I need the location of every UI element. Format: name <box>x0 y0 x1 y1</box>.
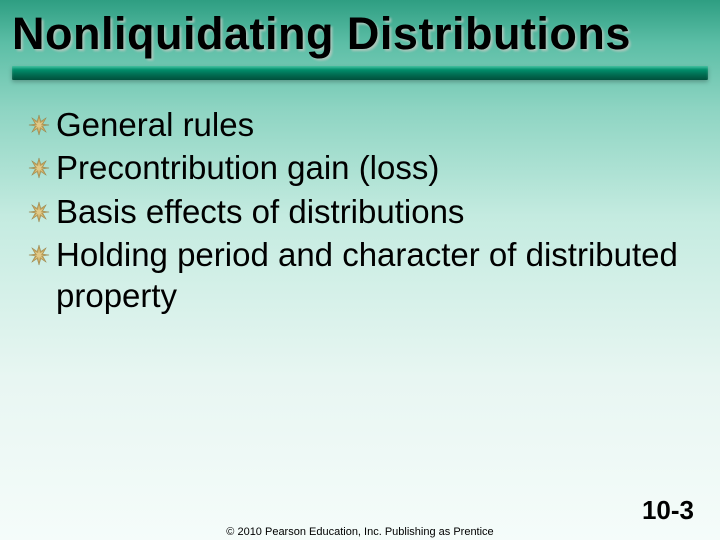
page-number: 10-3 <box>642 495 694 526</box>
list-item: General rules <box>28 104 692 145</box>
bullet-list: General rules Precontribution gain (loss… <box>0 80 720 316</box>
bullet-text: Holding period and character of distribu… <box>56 234 692 317</box>
title-underline <box>12 66 708 80</box>
starburst-icon <box>28 114 50 136</box>
starburst-icon <box>28 157 50 179</box>
bullet-text: Precontribution gain (loss) <box>56 147 439 188</box>
list-item: Precontribution gain (loss) <box>28 147 692 188</box>
bullet-text: Basis effects of distributions <box>56 191 464 232</box>
footer-copyright: © 2010 Pearson Education, Inc. Publishin… <box>0 526 720 538</box>
list-item: Holding period and character of distribu… <box>28 234 692 317</box>
bullet-text: General rules <box>56 104 254 145</box>
list-item: Basis effects of distributions <box>28 191 692 232</box>
slide-title: Nonliquidating Distributions <box>12 8 708 60</box>
starburst-icon <box>28 244 50 266</box>
starburst-icon <box>28 201 50 223</box>
